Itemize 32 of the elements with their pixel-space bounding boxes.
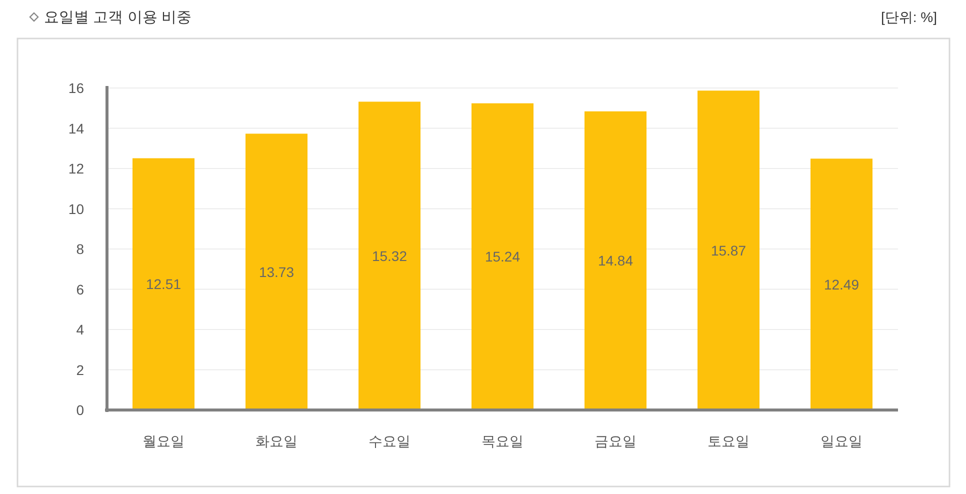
y-tick-label: 16 — [68, 80, 84, 96]
bar — [358, 102, 420, 410]
chart-title: 요일별 고객 이용 비중 — [44, 9, 192, 26]
bar — [810, 158, 872, 410]
data-label: 15.87 — [710, 242, 746, 258]
x-tick-label: 화요일 — [256, 433, 298, 449]
bar — [584, 111, 646, 410]
y-tick-label: 14 — [68, 120, 84, 136]
x-tick-label: 수요일 — [368, 433, 410, 449]
data-label: 12.49 — [824, 276, 860, 292]
y-tick-label: 0 — [76, 402, 84, 418]
x-tick-label: 목요일 — [482, 433, 524, 449]
x-tick-label: 일요일 — [820, 433, 862, 449]
bar — [132, 158, 194, 410]
y-tick-label: 4 — [76, 322, 84, 338]
data-label: 12.51 — [146, 276, 182, 292]
data-label: 13.73 — [258, 264, 294, 280]
bar — [472, 103, 534, 410]
bar — [246, 134, 308, 410]
data-label: 15.24 — [484, 248, 520, 265]
x-tick-label: 금요일 — [594, 433, 636, 449]
y-tick-label: 12 — [68, 160, 84, 176]
y-tick-label: 8 — [76, 241, 84, 257]
bar — [698, 90, 760, 410]
y-tick-label: 6 — [76, 281, 84, 298]
data-label: 15.32 — [372, 248, 408, 264]
y-tick-label: 2 — [76, 362, 84, 378]
text: [단위: %] — [880, 9, 937, 25]
x-tick-label: 토요일 — [708, 433, 750, 449]
data-label: 14.84 — [598, 252, 634, 269]
y-tick-label: 10 — [68, 200, 84, 217]
x-tick-label: 월요일 — [142, 433, 184, 449]
